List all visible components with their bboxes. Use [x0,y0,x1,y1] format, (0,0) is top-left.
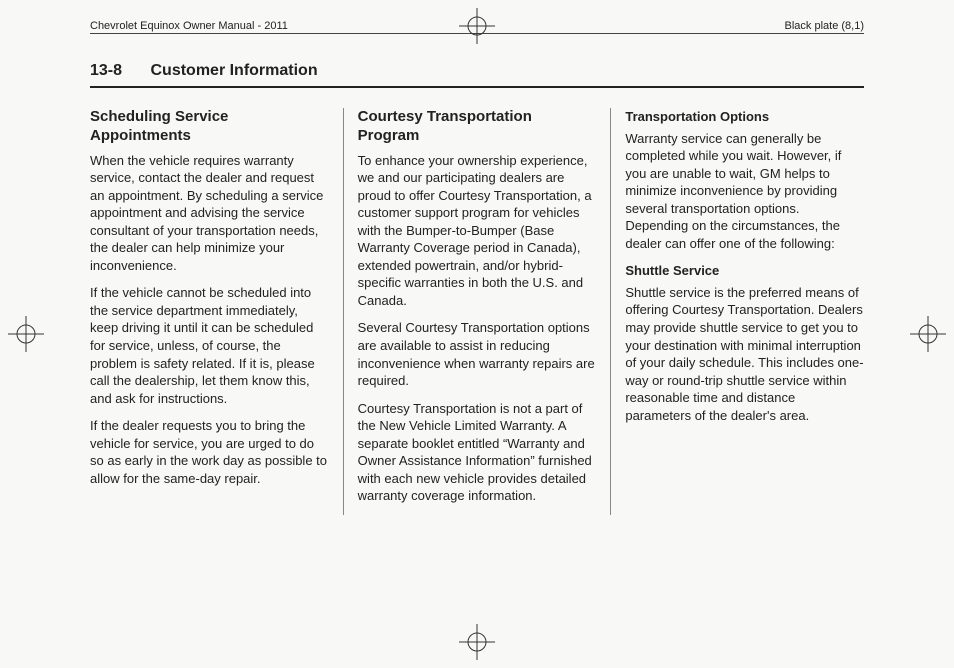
col2-paragraph-3: Courtesy Transportation is not a part of… [358,400,597,505]
col2-heading: Courtesy Transportation Program [358,108,597,146]
col1-heading: Scheduling Service Appointments [90,108,329,146]
content-area: 13-8 Customer Information Scheduling Ser… [90,62,864,608]
col3-paragraph-1: Warranty service can generally be comple… [625,130,864,253]
columns: Scheduling Service Appointments When the… [90,108,864,515]
col2-paragraph-2: Several Courtesy Transportation options … [358,319,597,389]
col1-paragraph-2: If the vehicle cannot be scheduled into … [90,284,329,407]
col3-subheading-2: Shuttle Service [625,262,864,280]
page-number: 13-8 [90,62,122,79]
registration-mark-top [459,8,495,44]
column-1: Scheduling Service Appointments When the… [90,108,343,515]
header-left-text: Chevrolet Equinox Owner Manual - 2011 [90,20,288,32]
header-right-text: Black plate (8,1) [785,20,864,32]
col2-paragraph-1: To enhance your ownership experience, we… [358,152,597,310]
column-3: Transportation Options Warranty service … [610,108,864,515]
col3-subheading-1: Transportation Options [625,108,864,126]
page: Chevrolet Equinox Owner Manual - 2011 Bl… [0,0,954,668]
page-section-header: 13-8 Customer Information [90,62,864,88]
column-2: Courtesy Transportation Program To enhan… [343,108,611,515]
registration-mark-right [910,316,946,352]
col1-paragraph-1: When the vehicle requires warranty servi… [90,152,329,275]
registration-mark-bottom [459,624,495,660]
col1-paragraph-3: If the dealer requests you to bring the … [90,417,329,487]
registration-mark-left [8,316,44,352]
col3-paragraph-2: Shuttle service is the preferred means o… [625,284,864,424]
section-title: Customer Information [150,62,317,79]
